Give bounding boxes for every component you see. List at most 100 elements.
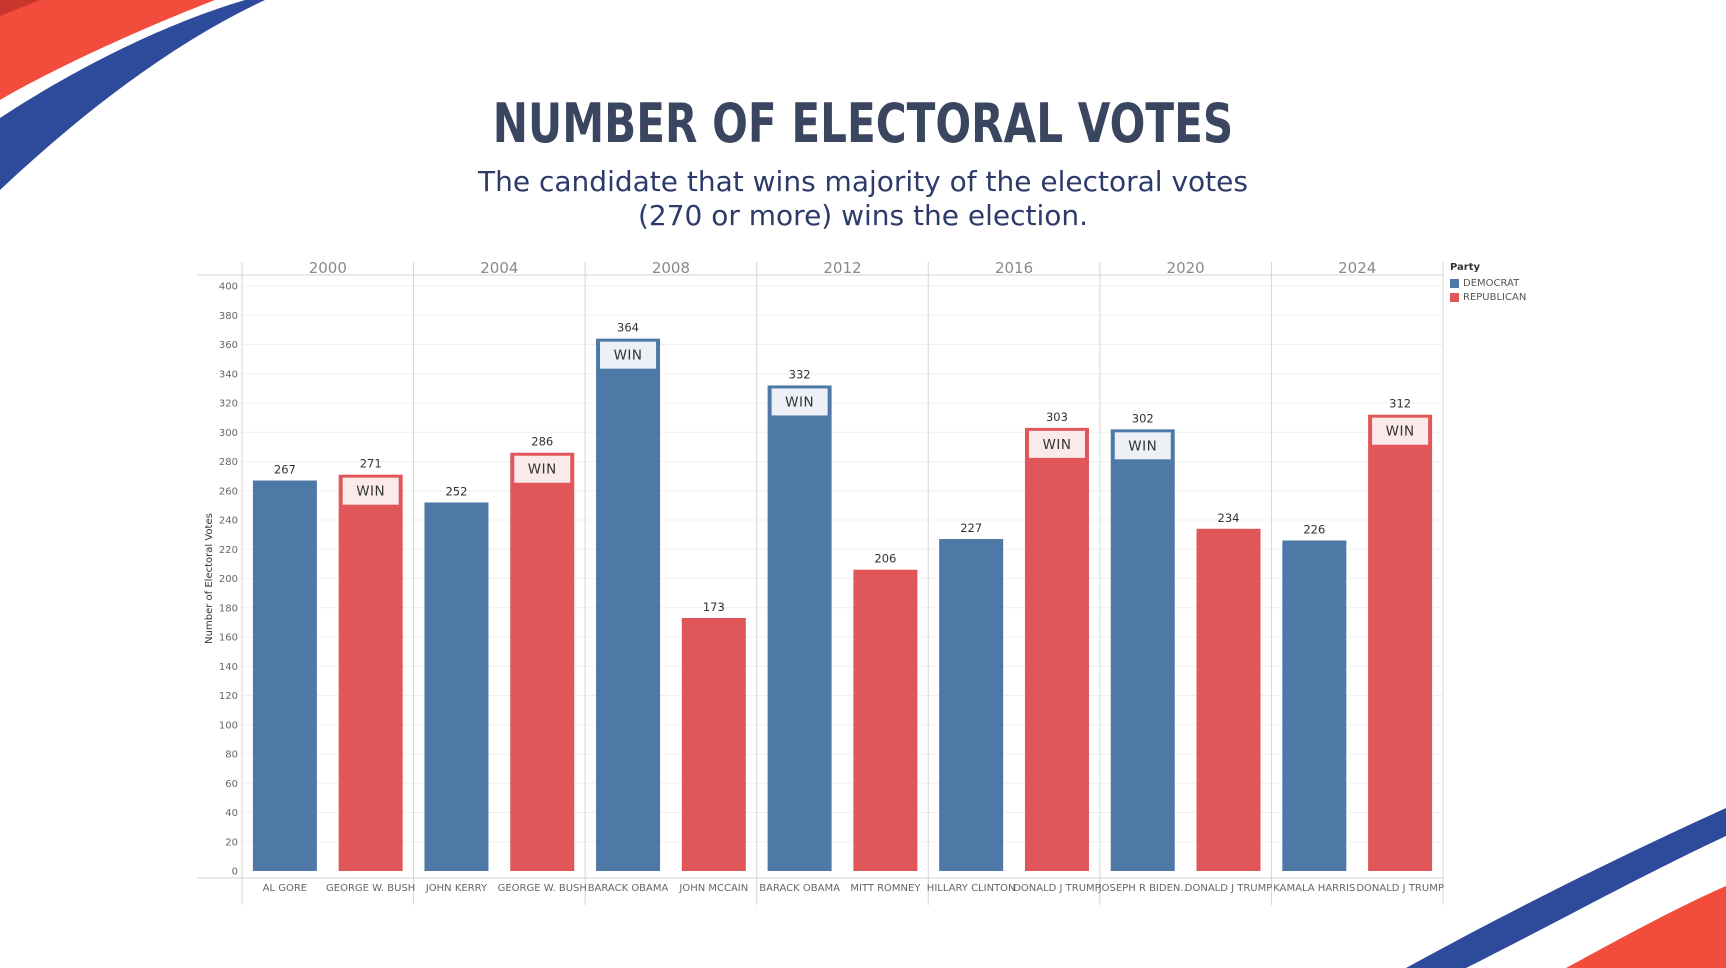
- candidate-name-label: BARACK OBAMA: [588, 883, 669, 894]
- y-tick-label: 200: [219, 574, 238, 585]
- legend-label-democrat: DEMOCRAT: [1463, 277, 1520, 289]
- year-header-label: 2000: [309, 259, 347, 277]
- win-badge-label: WIN: [528, 462, 557, 478]
- win-badge: [600, 341, 657, 369]
- y-tick-label: 380: [219, 311, 238, 322]
- bar: [853, 569, 918, 871]
- y-tick-label: 60: [225, 779, 238, 790]
- candidate-name-label: JOSEPH R BIDEN..: [1098, 883, 1187, 894]
- win-badge-label: WIN: [356, 484, 385, 500]
- win-badge-label: WIN: [1042, 437, 1071, 453]
- win-badge-label: WIN: [614, 348, 643, 364]
- page-title: NUMBER OF ELECTORAL VOTES: [492, 92, 1234, 155]
- bar: [1196, 528, 1261, 871]
- y-tick-label: 360: [219, 340, 238, 351]
- bar: [1368, 414, 1433, 871]
- bar-value-label: 286: [531, 435, 553, 449]
- win-badge: [514, 455, 571, 483]
- legend-swatch-republican: [1450, 292, 1459, 302]
- bar-value-label: 332: [789, 367, 811, 381]
- bar: [1024, 427, 1089, 871]
- bar: [767, 385, 832, 871]
- y-tick-label: 120: [219, 691, 238, 702]
- legend-label-republican: REPUBLICAN: [1463, 291, 1527, 303]
- y-tick-label: 340: [219, 369, 238, 380]
- y-tick-label: 400: [219, 282, 238, 293]
- y-tick-label: 40: [225, 808, 238, 819]
- y-tick-label: 100: [219, 720, 238, 731]
- year-header-label: 2004: [480, 259, 518, 277]
- win-badge-label: WIN: [1128, 438, 1157, 454]
- corner-flag-decoration-top-left: [0, 0, 265, 190]
- bar: [1282, 540, 1347, 871]
- y-tick-label: 300: [219, 428, 238, 439]
- legend-item-republican: REPUBLICAN: [1450, 290, 1526, 304]
- year-header-label: 2008: [652, 259, 690, 277]
- party-legend: Party DEMOCRAT REPUBLICAN: [1450, 262, 1526, 304]
- bar-value-label: 302: [1132, 411, 1154, 425]
- bar-value-label: 206: [874, 552, 896, 566]
- candidate-name-label: AL GORE: [263, 883, 307, 894]
- y-tick-label: 160: [219, 633, 238, 644]
- y-tick-label: 320: [219, 399, 238, 410]
- bar: [252, 480, 317, 871]
- win-badge: [771, 388, 828, 416]
- bar: [424, 502, 489, 871]
- win-badge: [1372, 417, 1429, 445]
- win-badge: [1028, 430, 1085, 458]
- bar: [1110, 429, 1175, 871]
- bar-value-label: 173: [703, 600, 725, 614]
- bar-value-label: 303: [1046, 410, 1068, 424]
- bar: [596, 338, 661, 871]
- candidate-name-label: BARACK OBAMA: [759, 883, 840, 894]
- bar-value-label: 252: [445, 484, 467, 498]
- bar: [510, 452, 575, 871]
- y-tick-label: 20: [225, 837, 238, 848]
- legend-title: Party: [1450, 262, 1481, 273]
- win-badge: [1114, 432, 1171, 460]
- legend-swatch-democrat: [1450, 278, 1459, 288]
- candidate-name-label: HILLARY CLINTON: [927, 883, 1016, 894]
- candidate-name-label: JOHN KERRY: [425, 883, 488, 894]
- candidate-name-label: MITT ROMNEY: [850, 883, 921, 894]
- bar: [939, 539, 1004, 871]
- bar-value-label: 267: [274, 463, 296, 477]
- year-header-label: 2020: [1167, 259, 1205, 277]
- win-badge-label: WIN: [785, 394, 814, 410]
- corner-flag-decoration-bottom-right: [1406, 808, 1726, 968]
- candidate-name-label: DONALD J TRUMP: [1185, 883, 1273, 894]
- bar-value-label: 234: [1218, 511, 1240, 525]
- subtitle-line-1: The candidate that wins majority of the …: [478, 165, 1248, 198]
- bar-value-label: 364: [617, 321, 639, 335]
- bar: [338, 474, 403, 871]
- y-tick-label: 220: [219, 545, 238, 556]
- win-badge: [342, 477, 399, 505]
- y-tick-label: 180: [219, 603, 238, 614]
- y-tick-label: 140: [219, 662, 238, 673]
- legend-item-democrat: DEMOCRAT: [1450, 276, 1526, 290]
- candidate-name-label: DONALD J TRUMP: [1013, 883, 1101, 894]
- page-subtitle: The candidate that wins majority of the …: [0, 165, 1726, 233]
- win-badge-label: WIN: [1386, 424, 1415, 440]
- candidate-name-label: GEORGE W. BUSH: [498, 883, 587, 894]
- bar-value-label: 226: [1303, 522, 1325, 536]
- y-tick-label: 280: [219, 457, 238, 468]
- candidate-name-label: DONALD J TRUMP: [1356, 883, 1444, 894]
- bar: [681, 617, 746, 871]
- subtitle-line-2: (270 or more) wins the election.: [637, 199, 1089, 232]
- bar-value-label: 271: [360, 457, 382, 471]
- bar-value-label: 227: [960, 521, 982, 535]
- y-tick-label: 260: [219, 486, 238, 497]
- candidate-name-label: GEORGE W. BUSH: [326, 883, 415, 894]
- candidate-name-label: JOHN MCCAIN: [678, 883, 748, 894]
- year-header-label: 2012: [823, 259, 861, 277]
- year-header-label: 2016: [995, 259, 1033, 277]
- y-tick-label: 240: [219, 516, 238, 527]
- candidate-name-label: KAMALA HARRIS: [1273, 883, 1355, 894]
- y-axis-title: Number of Electoral Votes: [204, 513, 215, 644]
- y-tick-label: 0: [232, 867, 238, 878]
- bar-value-label: 312: [1389, 397, 1411, 411]
- y-tick-label: 80: [225, 750, 238, 761]
- year-header-label: 2024: [1338, 259, 1376, 277]
